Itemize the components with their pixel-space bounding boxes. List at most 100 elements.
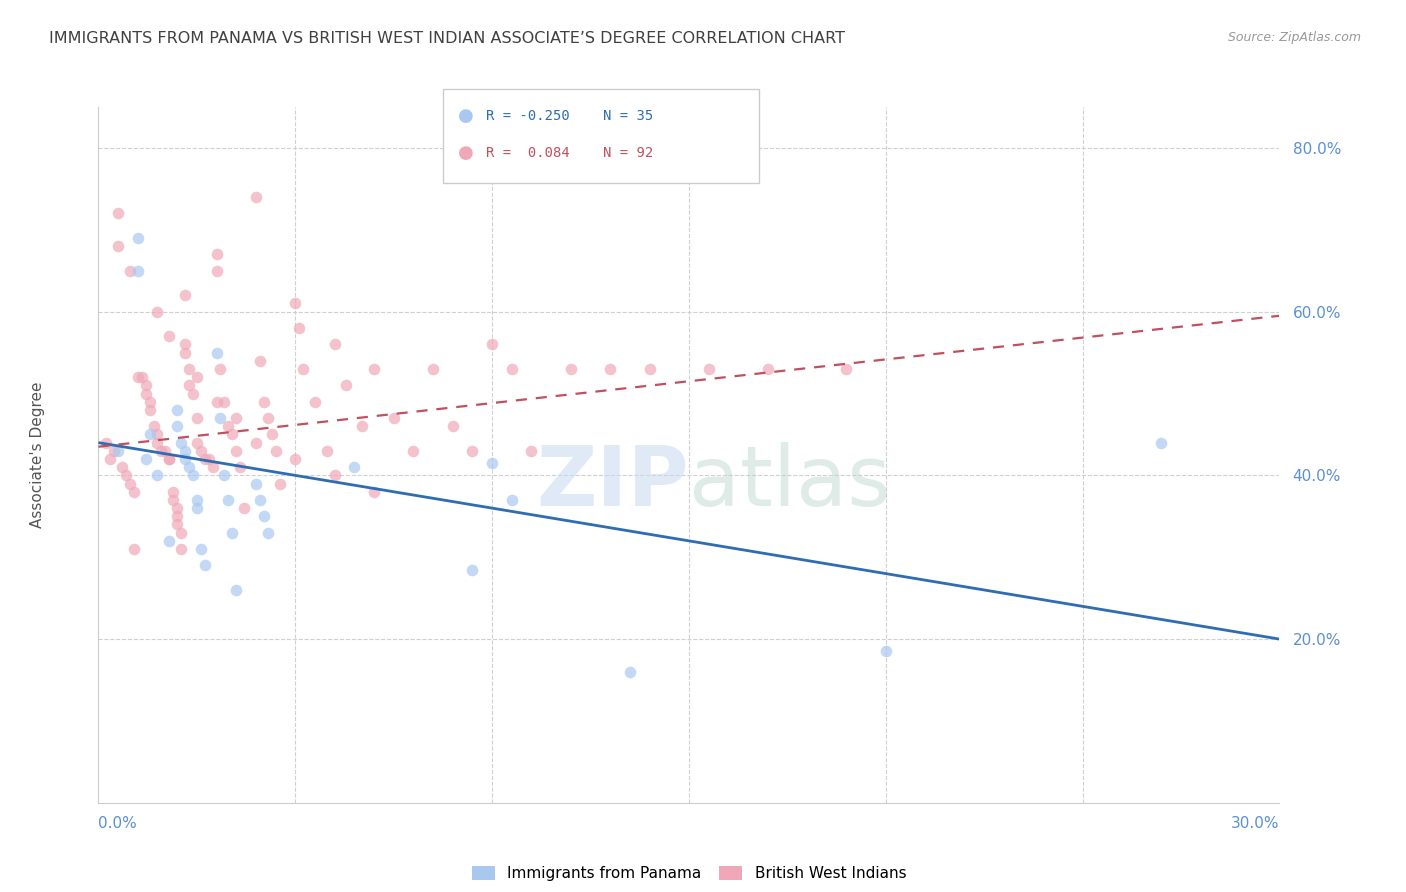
Point — [501, 362, 523, 376]
Point — [481, 456, 503, 470]
Point — [170, 542, 193, 557]
Point — [225, 582, 247, 597]
Point — [118, 264, 141, 278]
Point — [166, 517, 188, 532]
Point — [217, 492, 239, 507]
Point — [157, 533, 180, 548]
Text: R = -0.250: R = -0.250 — [486, 109, 571, 123]
Point — [209, 411, 232, 425]
Point — [245, 476, 267, 491]
Point — [186, 435, 208, 450]
Point — [875, 644, 897, 658]
Point — [190, 443, 212, 458]
Text: ●: ● — [457, 145, 474, 162]
Point — [138, 394, 160, 409]
Text: ZIP: ZIP — [537, 442, 689, 524]
Point — [253, 509, 276, 524]
Point — [181, 386, 204, 401]
Point — [264, 443, 287, 458]
Text: Associate's Degree: Associate's Degree — [30, 382, 45, 528]
Point — [1150, 435, 1173, 450]
Point — [249, 492, 271, 507]
Point — [170, 525, 193, 540]
Point — [461, 443, 484, 458]
Point — [501, 492, 523, 507]
Point — [221, 525, 243, 540]
Point — [292, 362, 315, 376]
Point — [335, 378, 357, 392]
Point — [284, 296, 307, 310]
Point — [315, 443, 337, 458]
Point — [229, 460, 252, 475]
Text: ●: ● — [457, 107, 474, 125]
Point — [186, 492, 208, 507]
Point — [150, 443, 173, 458]
Point — [190, 542, 212, 557]
Point — [599, 362, 621, 376]
Point — [174, 452, 197, 467]
Point — [166, 403, 188, 417]
Point — [127, 370, 149, 384]
Point — [201, 460, 224, 475]
Point — [323, 337, 346, 351]
Point — [221, 427, 243, 442]
Point — [233, 501, 256, 516]
Point — [174, 443, 197, 458]
Point — [127, 264, 149, 278]
Point — [363, 362, 385, 376]
Point — [186, 501, 208, 516]
Point — [323, 468, 346, 483]
Point — [146, 304, 169, 318]
Point — [205, 264, 228, 278]
Point — [249, 353, 271, 368]
Point — [186, 370, 208, 384]
Point — [166, 419, 188, 434]
Point — [225, 411, 247, 425]
Point — [560, 362, 582, 376]
Legend: Immigrants from Panama, British West Indians: Immigrants from Panama, British West Ind… — [467, 862, 911, 886]
Point — [245, 190, 267, 204]
Point — [186, 411, 208, 425]
Point — [245, 435, 267, 450]
Point — [197, 452, 219, 467]
Point — [756, 362, 779, 376]
Point — [174, 345, 197, 359]
Point — [256, 525, 278, 540]
Text: N = 35: N = 35 — [603, 109, 654, 123]
Point — [155, 443, 177, 458]
Point — [96, 435, 118, 450]
Point — [157, 329, 180, 343]
Point — [256, 411, 278, 425]
Point — [162, 484, 184, 499]
Point — [135, 386, 157, 401]
Point — [157, 452, 180, 467]
Point — [174, 337, 197, 351]
Point — [214, 468, 236, 483]
Point — [157, 452, 180, 467]
Point — [111, 460, 134, 475]
Point — [441, 419, 464, 434]
Point — [217, 419, 239, 434]
Point — [205, 345, 228, 359]
Point — [181, 468, 204, 483]
Point — [225, 443, 247, 458]
Point — [402, 443, 425, 458]
Point — [481, 337, 503, 351]
Point — [115, 468, 138, 483]
Text: N = 92: N = 92 — [603, 146, 654, 161]
Point — [520, 443, 543, 458]
Point — [131, 370, 153, 384]
Text: IMMIGRANTS FROM PANAMA VS BRITISH WEST INDIAN ASSOCIATE’S DEGREE CORRELATION CHA: IMMIGRANTS FROM PANAMA VS BRITISH WEST I… — [49, 31, 845, 46]
Point — [138, 403, 160, 417]
Text: Source: ZipAtlas.com: Source: ZipAtlas.com — [1227, 31, 1361, 45]
Point — [382, 411, 405, 425]
Point — [194, 452, 217, 467]
Text: atlas: atlas — [689, 442, 890, 524]
Point — [352, 419, 374, 434]
Point — [107, 443, 129, 458]
Point — [697, 362, 720, 376]
Point — [177, 362, 200, 376]
Point — [103, 443, 125, 458]
Point — [253, 394, 276, 409]
Point — [162, 492, 184, 507]
